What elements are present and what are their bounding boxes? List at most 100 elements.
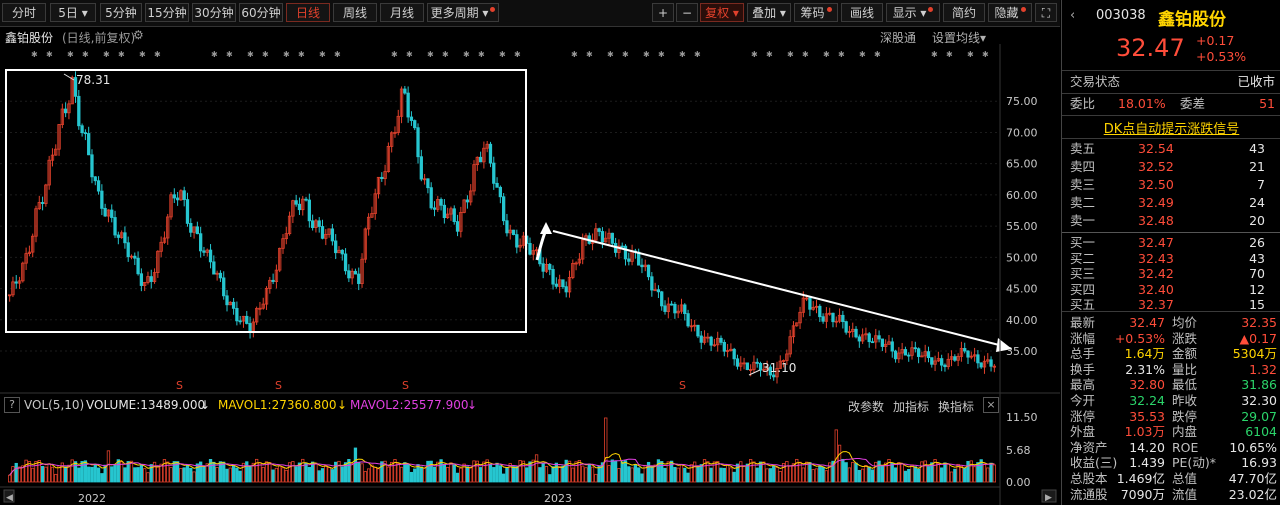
kline-chart[interactable]: ✱ ✱ ✱ ✱ ✱ ✱ ✱ ✱ ✱ ✱ ✱ ✱ ✱ ✱ ✱ ✱ ✱ ✱ ✱ ✱ ✱ ✱ ✱ ✱ ✱ ✱ ✱ ✱ ✱ ✱ ✱ ✱ ✱ ✱ ✱ ✱ ✱ ✱ ✱ ✱…: [0, 44, 1060, 505]
bid-row[interactable]: 买三 32.42 70: [1062, 265, 1280, 283]
event-marker-icon[interactable]: ✱: [622, 50, 629, 59]
zoom-out-button[interactable]: −: [676, 3, 698, 22]
volume-bar: [462, 463, 466, 483]
event-marker-icon[interactable]: ✱: [46, 50, 53, 59]
event-marker-icon[interactable]: ✱: [262, 50, 269, 59]
event-marker-icon[interactable]: ✱: [802, 50, 809, 59]
candle-body: [824, 313, 829, 322]
candle-body: [119, 232, 124, 238]
volume-bar: [77, 467, 81, 483]
xianshi-button[interactable]: 显示 ▾: [886, 3, 940, 22]
event-marker-icon[interactable]: ✱: [334, 50, 341, 59]
period-30min[interactable]: 30分钟: [192, 3, 236, 22]
expand-icon[interactable]: ⛶: [1035, 3, 1057, 22]
period-fenshi[interactable]: 分时: [2, 3, 46, 22]
event-marker-icon[interactable]: ✱: [391, 50, 398, 59]
event-marker-icon[interactable]: ✱: [463, 50, 470, 59]
event-marker-icon[interactable]: ✱: [967, 50, 974, 59]
event-marker-icon[interactable]: ✱: [118, 50, 125, 59]
event-marker-icon[interactable]: ✱: [442, 50, 449, 59]
event-marker-icon[interactable]: ✱: [658, 50, 665, 59]
chouma-button[interactable]: 筹码: [794, 3, 838, 22]
volume-bar: [907, 468, 911, 483]
bid-row[interactable]: 买四 32.40 12: [1062, 281, 1280, 299]
yincang-button[interactable]: 隐藏: [988, 3, 1032, 22]
event-marker-icon[interactable]: ✱: [427, 50, 434, 59]
bid-row[interactable]: 买一 32.47 26: [1062, 234, 1280, 252]
event-marker-icon[interactable]: ✱: [298, 50, 305, 59]
diejia-button[interactable]: 叠加 ▾: [747, 3, 791, 22]
ask-row[interactable]: 卖四 32.52 21: [1062, 158, 1280, 176]
event-marker-icon[interactable]: ✱: [139, 50, 146, 59]
bid-row[interactable]: 买二 32.43 43: [1062, 250, 1280, 268]
event-marker-icon[interactable]: ✱: [787, 50, 794, 59]
period-monthly[interactable]: 月线: [380, 3, 424, 22]
bid-level-label: 买五: [1070, 297, 1096, 312]
divider: [1062, 311, 1280, 312]
event-marker-icon[interactable]: ✱: [499, 50, 506, 59]
event-marker-icon[interactable]: ✱: [406, 50, 413, 59]
event-marker-icon[interactable]: ✱: [982, 50, 989, 59]
ask-row[interactable]: 卖三 32.50 7: [1062, 176, 1280, 194]
ask-row[interactable]: 卖二 32.49 24: [1062, 194, 1280, 212]
jianyue-button[interactable]: 简约: [943, 3, 985, 22]
event-marker-icon[interactable]: ✱: [82, 50, 89, 59]
huaxian-button[interactable]: 画线: [841, 3, 883, 22]
switch-indicator-button[interactable]: 换指标: [938, 400, 975, 414]
event-marker-icon[interactable]: ✱: [247, 50, 254, 59]
s-marker[interactable]: S: [275, 379, 282, 392]
ask-row[interactable]: 卖五 32.54 43: [1062, 140, 1280, 158]
event-marker-icon[interactable]: ✱: [226, 50, 233, 59]
event-marker-icon[interactable]: ✱: [643, 50, 650, 59]
event-marker-icon[interactable]: ✱: [154, 50, 161, 59]
event-marker-icon[interactable]: ✱: [67, 50, 74, 59]
period-15min[interactable]: 15分钟: [145, 3, 189, 22]
bid-row[interactable]: 买五 32.37 15: [1062, 296, 1280, 314]
ask-row[interactable]: 卖一 32.48 20: [1062, 212, 1280, 230]
period-daily[interactable]: 日线: [286, 3, 330, 22]
event-marker-icon[interactable]: ✱: [838, 50, 845, 59]
ma-setting-link[interactable]: 设置均线▾: [932, 29, 986, 46]
event-marker-icon[interactable]: ✱: [607, 50, 614, 59]
period-weekly[interactable]: 周线: [333, 3, 377, 22]
event-marker-icon[interactable]: ✱: [694, 50, 701, 59]
period-60min[interactable]: 60分钟: [239, 3, 283, 22]
settings-gear-icon[interactable]: ⚙: [133, 28, 144, 42]
event-marker-icon[interactable]: ✱: [31, 50, 38, 59]
s-marker[interactable]: S: [679, 379, 686, 392]
event-marker-icon[interactable]: ✱: [586, 50, 593, 59]
event-marker-icon[interactable]: ✱: [823, 50, 830, 59]
scroll-right-button[interactable]: [1041, 489, 1057, 503]
change-params-button[interactable]: 改参数: [848, 400, 885, 414]
event-marker-icon[interactable]: ✱: [478, 50, 485, 59]
event-marker-icon[interactable]: ✱: [751, 50, 758, 59]
event-marker-icon[interactable]: ✱: [571, 50, 578, 59]
event-marker-icon[interactable]: ✱: [874, 50, 881, 59]
period-5day[interactable]: 5日 ▾: [50, 3, 96, 22]
event-marker-icon[interactable]: ✱: [859, 50, 866, 59]
event-marker-icon[interactable]: ✱: [679, 50, 686, 59]
stat-value: 1.439: [1129, 455, 1165, 471]
event-marker-icon[interactable]: ✱: [514, 50, 521, 59]
s-marker[interactable]: S: [402, 379, 409, 392]
event-marker-icon[interactable]: ✱: [103, 50, 110, 59]
period-more[interactable]: 更多周期 ▾: [427, 3, 499, 22]
close-icon[interactable]: ×: [983, 397, 999, 413]
volume-bar: [87, 466, 91, 483]
event-marker-icon[interactable]: ✱: [946, 50, 953, 59]
add-indicator-button[interactable]: 加指标: [893, 400, 930, 414]
deep-connect-link[interactable]: 深股通: [880, 31, 917, 45]
fuquan-button[interactable]: 复权 ▾: [700, 3, 744, 22]
scroll-left-button[interactable]: [3, 489, 15, 503]
event-marker-icon[interactable]: ✱: [931, 50, 938, 59]
event-marker-icon[interactable]: ✱: [211, 50, 218, 59]
event-marker-icon[interactable]: ✱: [283, 50, 290, 59]
zoom-in-button[interactable]: +: [652, 3, 674, 22]
help-icon[interactable]: ?: [4, 397, 20, 413]
dk-signal-link[interactable]: DK点自动提示涨跌信号: [1103, 122, 1240, 137]
period-5min[interactable]: 5分钟: [100, 3, 142, 22]
s-marker[interactable]: S: [176, 379, 183, 392]
back-chevron-icon[interactable]: ‹: [1070, 8, 1076, 23]
event-marker-icon[interactable]: ✱: [766, 50, 773, 59]
event-marker-icon[interactable]: ✱: [319, 50, 326, 59]
